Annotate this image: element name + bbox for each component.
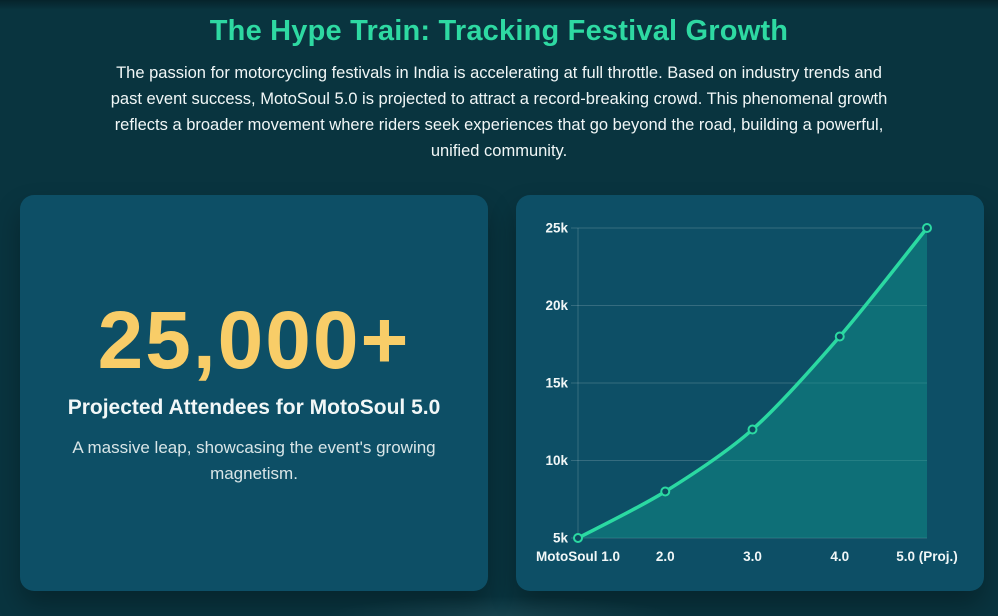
growth-chart-card: 5k 10k 15k 20k 25k MotoSoul 1.0 2.0 3.0 4.0 5.0 (…	[516, 195, 984, 591]
x-tick-label: 3.0	[743, 549, 762, 564]
data-point-marker[interactable]	[573, 533, 583, 543]
data-point-marker[interactable]	[834, 331, 845, 342]
x-tick-label: MotoSoul 1.0	[536, 549, 620, 564]
y-tick-label: 20k	[545, 298, 568, 313]
stat-value: 25,000+	[97, 295, 411, 386]
growth-line-chart[interactable]: 5k 10k 15k 20k 25k MotoSoul 1.0 2.0 3.0 4.0 5.0 (…	[516, 195, 984, 591]
y-tick-label: 25k	[545, 221, 568, 236]
x-tick-label: 2.0	[656, 549, 675, 564]
page-title: The Hype Train: Tracking Festival Growth	[209, 15, 789, 47]
area-fill	[578, 228, 927, 538]
y-tick-label: 15k	[545, 376, 568, 391]
cards-row: 25,000+ Projected Attendees for MotoSoul…	[20, 195, 984, 591]
x-tick-label: 4.0	[830, 549, 849, 564]
data-point-marker[interactable]	[922, 223, 932, 233]
y-tick-label: 10k	[545, 453, 568, 468]
bottom-glow-decoration	[270, 588, 730, 616]
data-point-marker[interactable]	[747, 424, 758, 435]
y-tick-label: 5k	[553, 531, 569, 546]
attendance-stat-card: 25,000+ Projected Attendees for MotoSoul…	[20, 195, 488, 591]
x-tick-label: 5.0 (Proj.)	[896, 549, 958, 564]
stat-subtext: A massive leap, showcasing the event's g…	[72, 438, 436, 483]
data-point-marker[interactable]	[660, 486, 671, 497]
intro-paragraph: The passion for motorcycling festivals i…	[110, 64, 888, 160]
stat-label: Projected Attendees for MotoSoul 5.0	[67, 396, 441, 419]
